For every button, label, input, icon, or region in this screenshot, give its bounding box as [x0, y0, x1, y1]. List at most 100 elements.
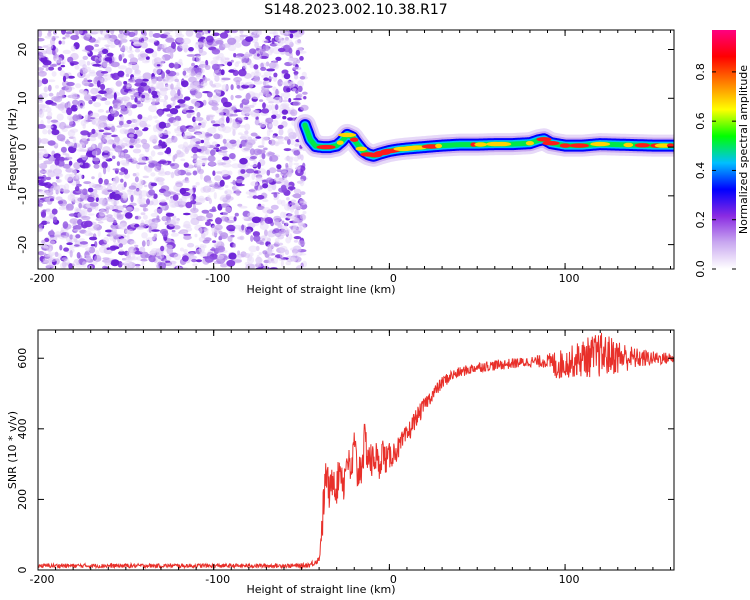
noise-speckle [140, 212, 146, 216]
noise-speckle [110, 30, 115, 35]
noise-speckle [119, 160, 129, 165]
noise-speckle [115, 80, 123, 87]
noise-speckle-layer [38, 30, 309, 269]
noise-speckle [228, 45, 236, 52]
noise-speckle [206, 212, 213, 219]
noise-speckle [267, 248, 273, 256]
noise-speckle [215, 176, 221, 182]
noise-speckle [172, 119, 180, 127]
noise-speckle [226, 224, 236, 232]
noise-speckle [195, 181, 200, 186]
noise-speckle [163, 76, 170, 82]
noise-speckle [98, 217, 105, 221]
noise-speckle [235, 189, 241, 196]
noise-speckle [283, 73, 291, 80]
noise-speckle [241, 146, 251, 153]
noise-speckle [142, 175, 149, 179]
noise-speckle [69, 218, 79, 225]
noise-speckle [194, 116, 204, 121]
noise-speckle [199, 173, 203, 180]
noise-speckle [259, 241, 265, 246]
noise-speckle [282, 91, 291, 99]
noise-speckle [88, 146, 94, 151]
noise-speckle [195, 141, 201, 145]
noise-speckle [118, 54, 123, 62]
noise-speckle [160, 245, 165, 252]
noise-speckle [172, 98, 176, 106]
noise-speckle [209, 100, 213, 104]
noise-speckle [187, 126, 196, 133]
noise-speckle [117, 65, 127, 70]
noise-speckle [202, 185, 212, 193]
noise-speckle [215, 91, 222, 97]
noise-speckle [179, 187, 187, 195]
noise-speckle [144, 219, 150, 227]
colorbar-ticks: 0.0 0.2 0.4 0.6 0.8 [694, 63, 736, 278]
noise-speckle [195, 196, 199, 199]
noise-speckle [234, 61, 239, 68]
noise-speckle [83, 220, 93, 228]
noise-speckle [198, 122, 202, 126]
noise-speckle [195, 32, 202, 39]
noise-speckle [79, 241, 88, 245]
noise-speckle [248, 53, 253, 57]
noise-speckle [219, 32, 229, 39]
noise-speckle [265, 117, 274, 124]
noise-speckle [153, 233, 158, 238]
noise-speckle [239, 34, 245, 41]
noise-speckle [221, 84, 229, 91]
noise-speckle [215, 56, 220, 60]
noise-speckle [179, 247, 184, 252]
noise-speckle [150, 150, 156, 157]
noise-speckle [245, 92, 251, 100]
noise-speckle [215, 40, 224, 45]
noise-speckle [253, 235, 261, 242]
noise-speckle [164, 221, 169, 226]
noise-speckle [289, 233, 293, 241]
noise-speckle [148, 88, 152, 94]
noise-speckle [267, 185, 273, 192]
noise-speckle [73, 162, 81, 170]
noise-speckle [285, 222, 289, 225]
noise-speckle [250, 92, 261, 100]
noise-speckle [257, 48, 266, 55]
ridge-hot-core [355, 146, 368, 151]
noise-speckle [133, 72, 141, 76]
noise-speckle [200, 139, 205, 144]
noise-speckle [44, 35, 54, 39]
noise-speckle [51, 63, 58, 67]
noise-speckle [255, 176, 263, 182]
noise-speckle [170, 89, 177, 97]
noise-speckle [83, 181, 92, 185]
noise-speckle [101, 161, 108, 169]
noise-speckle [114, 176, 120, 184]
noise-speckle [190, 195, 194, 202]
noise-speckle [222, 163, 232, 168]
noise-speckle [145, 56, 150, 60]
noise-speckle [68, 160, 73, 166]
noise-speckle [193, 101, 201, 108]
noise-speckle [141, 232, 148, 239]
noise-speckle [220, 69, 225, 76]
noise-speckle [196, 111, 201, 118]
noise-speckle [195, 132, 202, 136]
noise-speckle [148, 105, 158, 113]
noise-speckle [262, 39, 269, 44]
noise-speckle [194, 233, 198, 238]
noise-speckle [197, 168, 204, 175]
colorbar-tick-label: 0.6 [694, 112, 707, 130]
noise-speckle [224, 206, 232, 213]
noise-speckle [87, 114, 91, 123]
noise-speckle [221, 203, 230, 208]
noise-speckle [174, 128, 179, 131]
noise-speckle [61, 257, 69, 261]
noise-speckle [164, 94, 169, 101]
noise-speckle [75, 83, 82, 89]
noise-speckle [177, 144, 186, 150]
noise-speckle [299, 191, 306, 196]
noise-speckle [178, 204, 184, 208]
noise-speckle [118, 250, 126, 256]
noise-speckle [168, 62, 175, 69]
noise-speckle [67, 156, 73, 160]
noise-speckle [81, 155, 87, 161]
